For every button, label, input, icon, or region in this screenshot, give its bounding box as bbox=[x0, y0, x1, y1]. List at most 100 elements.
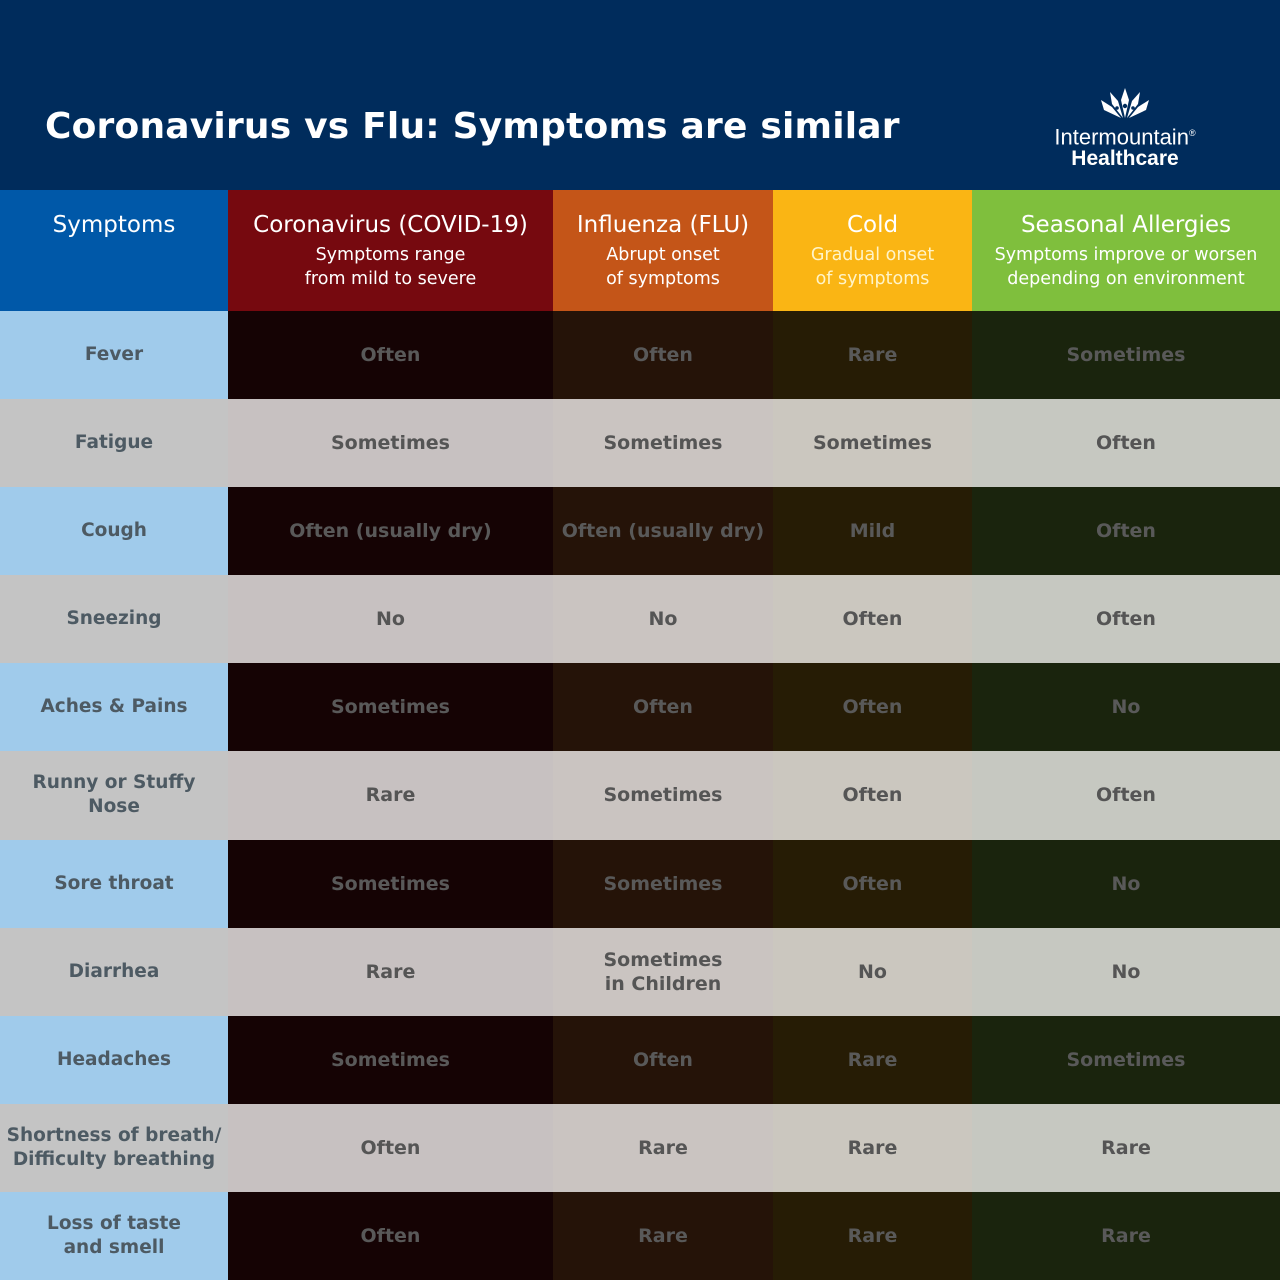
frequency-value: Sometimes bbox=[603, 432, 723, 455]
frequency-value: Often bbox=[842, 784, 903, 807]
frequency-cell: Often bbox=[972, 487, 1280, 576]
column-title: Symptoms bbox=[52, 212, 176, 238]
symptom-label: Sore throat bbox=[0, 839, 228, 928]
frequency-value: Often bbox=[633, 696, 693, 719]
frequency-cell: Rare bbox=[972, 1103, 1280, 1192]
frequency-cell: Rare bbox=[553, 1103, 773, 1192]
frequency-cell: Often (usually dry) bbox=[228, 487, 553, 576]
column-subtitle-line1: Gradual onset bbox=[810, 245, 935, 265]
frequency-cell: Often bbox=[773, 751, 972, 840]
header-banner: Coronavirus vs Flu: Symptoms are similar… bbox=[0, 0, 1280, 190]
frequency-value: Often bbox=[1096, 784, 1156, 807]
column-title: Coronavirus (COVID-19) bbox=[253, 212, 528, 238]
symptom-label: Sneezing bbox=[0, 575, 228, 664]
frequency-cell: Often bbox=[228, 1103, 553, 1192]
frequency-cell: Often bbox=[553, 311, 773, 400]
frequency-cell: Sometimes bbox=[972, 311, 1280, 400]
frequency-value: No bbox=[858, 960, 887, 983]
frequency-cell: Often bbox=[553, 1015, 773, 1104]
frequency-cell: Often bbox=[228, 1191, 553, 1280]
symptom-label: Diarrhea bbox=[0, 927, 228, 1016]
symptom-label-line: Shortness of breath/ bbox=[6, 1124, 222, 1146]
frequency-value: Often bbox=[842, 696, 903, 719]
frequency-cell: Often bbox=[972, 399, 1280, 488]
frequency-cell: Sometimes bbox=[228, 1015, 553, 1104]
frequency-cell: Sometimes bbox=[553, 751, 773, 840]
frequency-value: Often bbox=[633, 1048, 693, 1071]
frequency-cell: Sometimes bbox=[228, 399, 553, 488]
column-subtitle-line1: Symptoms improve or worsen bbox=[994, 245, 1258, 265]
column-subtitle-line2: of symptoms bbox=[606, 269, 720, 289]
frequency-cell: Often bbox=[972, 575, 1280, 664]
symptom-label-line: Fatigue bbox=[74, 432, 154, 454]
symptom-label: Fatigue bbox=[0, 399, 228, 488]
frequency-cell: Rare bbox=[773, 1191, 972, 1280]
column-header-influenza: Influenza (FLU) Abrupt onset of symptoms bbox=[553, 190, 773, 311]
frequency-value: Rare bbox=[847, 1136, 898, 1159]
frequency-value: Sometimes bbox=[330, 696, 450, 719]
frequency-value: No bbox=[1111, 872, 1141, 895]
column-header-cold: Cold Gradual onset of symptoms bbox=[773, 190, 972, 311]
logo-wordmark-line2: Healthcare bbox=[1071, 147, 1179, 171]
frequency-cell: No bbox=[773, 927, 972, 1016]
frequency-cell: Sometimes bbox=[228, 839, 553, 928]
frequency-cell: Rare bbox=[773, 1015, 972, 1104]
frequency-value: Often bbox=[360, 344, 421, 367]
column-header-seasonal-allergies: Seasonal Allergies Symptoms improve or w… bbox=[972, 190, 1280, 311]
frequency-value: Rare bbox=[847, 1224, 898, 1247]
frequency-value: No bbox=[376, 608, 405, 631]
frequency-value: Rare bbox=[847, 1048, 898, 1071]
column-subtitle-line2: of symptoms bbox=[815, 269, 930, 289]
frequency-value: Often bbox=[842, 608, 903, 631]
symptom-label-line: Difficulty breathing bbox=[12, 1148, 216, 1170]
frequency-cell: Rare bbox=[228, 751, 553, 840]
frequency-value: Sometimes bbox=[603, 784, 723, 807]
column-subtitle-line2: from mild to severe bbox=[304, 269, 477, 289]
symptom-label-line: Aches & Pains bbox=[40, 696, 188, 718]
frequency-cell: Often bbox=[773, 839, 972, 928]
frequency-value: Sometimes bbox=[1066, 344, 1186, 367]
frequency-cell: Often bbox=[773, 663, 972, 752]
symptom-label-line: Headaches bbox=[57, 1048, 171, 1070]
symptom-label-line: Sore throat bbox=[54, 872, 174, 894]
page-title: Coronavirus vs Flu: Symptoms are similar bbox=[45, 106, 900, 147]
frequency-cell: Rare bbox=[553, 1191, 773, 1280]
frequency-cell: No bbox=[553, 575, 773, 664]
frequency-value: Often (usually dry) bbox=[289, 520, 492, 543]
column-header-symptoms: Symptoms bbox=[0, 190, 228, 311]
frequency-value: No bbox=[1111, 960, 1141, 983]
frequency-value: Often bbox=[1096, 432, 1156, 455]
frequency-value: No bbox=[648, 608, 678, 631]
frequency-cell: No bbox=[228, 575, 553, 664]
symptom-label: Runny or Stuffy Nose bbox=[0, 751, 228, 840]
frequency-value: Rare bbox=[847, 344, 898, 367]
frequency-cell: Often bbox=[773, 575, 972, 664]
frequency-value: Often bbox=[1096, 520, 1156, 543]
symptom-label: Aches & Pains bbox=[0, 663, 228, 752]
column-header-coronavirus: Coronavirus (COVID-19) Symptoms range fro… bbox=[228, 190, 553, 311]
intermountain-logo: Intermountain® Healthcare bbox=[1030, 86, 1220, 170]
frequency-cell: Often bbox=[553, 663, 773, 752]
logo-registered-mark: ® bbox=[1188, 128, 1196, 138]
symptom-label-line: Fever bbox=[84, 344, 144, 366]
frequency-cell: Sometimes in Children bbox=[553, 927, 773, 1016]
frequency-value: in Children bbox=[604, 972, 722, 995]
frequency-cell: Often bbox=[228, 311, 553, 400]
logo-wordmark-line1: Intermountain bbox=[1054, 124, 1189, 150]
frequency-value: Rare bbox=[638, 1136, 688, 1159]
symptom-label: Fever bbox=[0, 311, 228, 400]
column-title: Seasonal Allergies bbox=[1020, 212, 1232, 238]
frequency-value: Mild bbox=[849, 520, 896, 543]
frequency-value: Rare bbox=[638, 1224, 688, 1247]
column-title: Influenza (FLU) bbox=[576, 212, 750, 238]
frequency-cell: Rare bbox=[773, 1103, 972, 1192]
frequency-value: Often (usually dry) bbox=[561, 520, 765, 543]
frequency-value: Sometimes bbox=[603, 872, 723, 895]
frequency-cell: Sometimes bbox=[228, 663, 553, 752]
frequency-cell: Mild bbox=[773, 487, 972, 576]
frequency-cell: Sometimes bbox=[553, 839, 773, 928]
column-subtitle-line1: Symptoms range bbox=[315, 245, 466, 265]
frequency-value: Sometimes bbox=[330, 1048, 450, 1071]
intermountain-logo-icon bbox=[1101, 88, 1149, 118]
symptom-label-line: Sneezing bbox=[66, 608, 162, 630]
